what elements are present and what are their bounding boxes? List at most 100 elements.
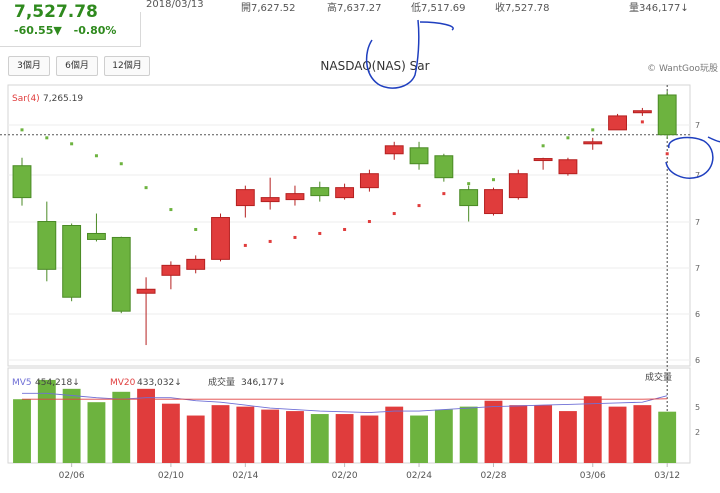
volume-bar [236,406,255,463]
sar-dot [144,186,148,190]
candle-body [111,236,131,312]
open-value: 開7,627.52 [241,3,296,14]
candle-body [161,264,181,276]
x-axis-label: 02/28 [481,471,507,481]
volume-bar [385,406,404,463]
sar-dot [665,152,669,156]
candle-body [186,258,206,270]
volume-bar [211,405,230,463]
candle-body [632,110,652,114]
candle-body [211,217,230,260]
volume-bar [286,411,304,463]
sar-dot [640,120,644,124]
sar-dot [491,178,495,182]
quote-summary: 7,527.78 -60.55▼ -0.80% [0,0,141,47]
volume-bar [484,400,503,463]
volume-tick-label: 2 [695,428,700,437]
volume-bar [558,411,577,463]
sar-dot [119,162,123,166]
volume-bar [658,411,677,463]
sar-dot [45,136,49,140]
candle-body [583,141,603,145]
x-axis-label: 02/06 [59,471,85,481]
volume-bar [509,405,528,463]
sar-dot [442,192,446,196]
range-6m-button[interactable]: 6個月 [56,56,98,76]
low-value: 低7,517.69 [411,3,466,14]
volume-bar [583,396,602,463]
candle-body [608,115,627,131]
price-tick-label: 7 [695,171,700,180]
sar-dot [343,227,347,231]
candle-body [558,159,578,175]
sar-dot [194,227,198,231]
x-axis-label: 02/10 [158,471,184,481]
candle-body [310,187,330,197]
sar-dot [293,235,297,239]
chart-toolbar: 3個月 6個月 12個月 NASDAQ(NAS) Sar © WantGoo玩股 [0,48,720,82]
sar-dot [541,144,545,148]
change-amount: -60.55▼ [14,24,62,37]
volume-bar [434,409,453,463]
candle-body [136,288,156,294]
candle-body [335,187,355,199]
sar-dot [467,182,471,186]
range-12m-button[interactable]: 12個月 [104,56,150,76]
ohlc-bar: 2018/03/13 開7,627.52 高7,637.27 低7,517.69… [140,0,720,14]
watermark: © WantGoo玩股 [647,64,718,74]
volume-bar [161,403,180,463]
x-axis-label: 02/24 [406,471,432,481]
sar-dot [392,212,396,216]
last-price: 7,527.78 [14,2,98,22]
annotation-scribble [365,19,454,89]
sar-dot [367,220,371,224]
candle-body [62,225,82,298]
volume-bar [261,409,280,463]
x-axis-label: 03/06 [580,471,606,481]
sar-dot [566,136,570,140]
volume-bar [186,415,205,463]
sar-dot [318,231,322,235]
x-axis-label: 03/12 [654,471,680,481]
candle-body [359,173,379,189]
volume-bar [62,388,81,463]
price-tick-label: 6 [695,356,700,365]
x-axis-label: 02/20 [332,471,358,481]
sar-label: Sar(4) [12,94,40,104]
sar-dot [94,154,98,158]
sar-value: 7,265.19 [43,94,83,104]
volume-label: 成交量 [208,376,235,388]
high-value: 高7,637.27 [327,3,382,14]
candle-body [459,189,479,207]
volume-bar [459,406,478,463]
candle-body [384,145,404,155]
quote-date: 2018/03/13 [146,0,204,10]
ma20-label: MV20 [110,378,136,388]
sar-dot [591,128,595,132]
volume-bar [13,399,31,463]
candle-body [37,221,57,270]
volume-value: 346,177↓ [241,378,286,388]
candle-body [12,165,32,199]
volume-bar [410,415,428,463]
candle-body [235,189,255,207]
sar-dot [268,239,272,243]
candle-body [533,158,553,162]
x-axis-label: 02/14 [232,471,258,481]
candle-body [260,197,280,203]
volume-bar [360,415,379,463]
price-change: -60.55▼ -0.80% [14,24,124,37]
price-tick-label: 7 [695,218,700,227]
volume-value: 量346,177↓ [629,3,689,14]
sar-dot [417,204,421,208]
candle-body [285,193,305,201]
volume-bar [137,388,156,463]
volume-bar [310,414,329,463]
range-3m-button[interactable]: 3個月 [8,56,50,76]
price-tick-label: 6 [695,310,700,319]
chart-title: NASDAQ(NAS) Sar [320,59,430,73]
volume-bar [633,405,652,463]
volume-bar [112,391,131,463]
volume-bar [608,406,627,463]
